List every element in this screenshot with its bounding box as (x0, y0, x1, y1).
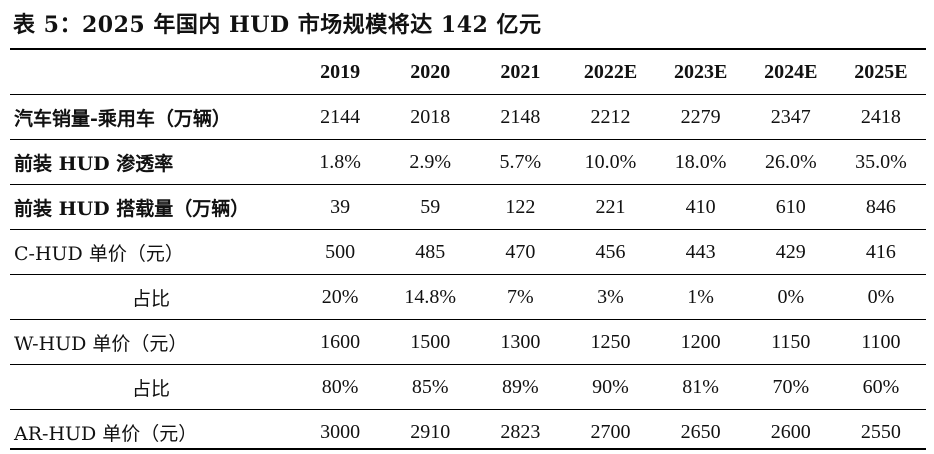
header-cell: 2020 (385, 50, 475, 95)
table-cell: 0% (836, 275, 926, 320)
header-row: 2019 2020 2021 2022E 2023E 2024E 2025E (10, 50, 926, 95)
header-cell: 2019 (295, 50, 385, 95)
table-cell: 410 (656, 185, 746, 230)
table-cell: 39 (295, 185, 385, 230)
table-cell: 10.0% (565, 140, 655, 185)
table-cell: 846 (836, 185, 926, 230)
table-cell: 89% (475, 365, 565, 410)
header-cell: 2021 (475, 50, 565, 95)
table-cell: 1% (656, 275, 746, 320)
table-cell: 1.8% (295, 140, 385, 185)
table-title: 表 5：2025 年国内 HUD 市场规模将达 142 亿元 (13, 8, 541, 42)
table-cell: 18.0% (656, 140, 746, 185)
table-cell: 1200 (656, 320, 746, 365)
table-cell: 1500 (385, 320, 475, 365)
header-cell: 2022E (565, 50, 655, 95)
table-cell: 2347 (746, 95, 836, 140)
table-cell: 485 (385, 230, 475, 275)
table-cell: 3% (565, 275, 655, 320)
table-bottom-rule (10, 448, 926, 450)
table-cell: 1100 (836, 320, 926, 365)
table-cell: 2148 (475, 95, 565, 140)
table-cell: 443 (656, 230, 746, 275)
row-label: W-HUD 单价（元） (10, 320, 295, 365)
table-cell: 221 (565, 185, 655, 230)
table-cell: 1600 (295, 320, 385, 365)
table-cell: 416 (836, 230, 926, 275)
table-cell: 70% (746, 365, 836, 410)
row-label: 前装 HUD 渗透率 (10, 140, 295, 185)
table-cell: 456 (565, 230, 655, 275)
table-cell: 90% (565, 365, 655, 410)
table-cell: 7% (475, 275, 565, 320)
table-cell: 60% (836, 365, 926, 410)
table-cell: 1150 (746, 320, 836, 365)
table-cell: 429 (746, 230, 836, 275)
table-cell: 85% (385, 365, 475, 410)
table-cell: 2144 (295, 95, 385, 140)
table-cell: 2018 (385, 95, 475, 140)
header-cell (10, 50, 295, 95)
row-label: 汽车销量-乘用车（万辆） (10, 95, 295, 140)
table-cell: 2418 (836, 95, 926, 140)
header-cell: 2023E (656, 50, 746, 95)
table-cell: 1250 (565, 320, 655, 365)
table-cell: 14.8% (385, 275, 475, 320)
table-cell: 20% (295, 275, 385, 320)
table-cell: 2212 (565, 95, 655, 140)
table-cell: 26.0% (746, 140, 836, 185)
header-cell: 2024E (746, 50, 836, 95)
table-cell: 470 (475, 230, 565, 275)
table-cell: 81% (656, 365, 746, 410)
table-cell: 5.7% (475, 140, 565, 185)
table-cell: 59 (385, 185, 475, 230)
table-cell: 500 (295, 230, 385, 275)
table-cell: 2.9% (385, 140, 475, 185)
table-cell: 80% (295, 365, 385, 410)
header-cell: 2025E (836, 50, 926, 95)
table-cell: 1300 (475, 320, 565, 365)
row-label: C-HUD 单价（元） (10, 230, 295, 275)
row-label: 占比 (10, 365, 295, 410)
table-cell: 122 (475, 185, 565, 230)
table-cell: 0% (746, 275, 836, 320)
table-cell: 2279 (656, 95, 746, 140)
row-label: 占比 (10, 275, 295, 320)
table-cell: 610 (746, 185, 836, 230)
row-label: 前装 HUD 搭载量（万辆） (10, 185, 295, 230)
hud-market-table: 2019 2020 2021 2022E 2023E 2024E 2025E 汽… (10, 50, 926, 454)
table-cell: 35.0% (836, 140, 926, 185)
